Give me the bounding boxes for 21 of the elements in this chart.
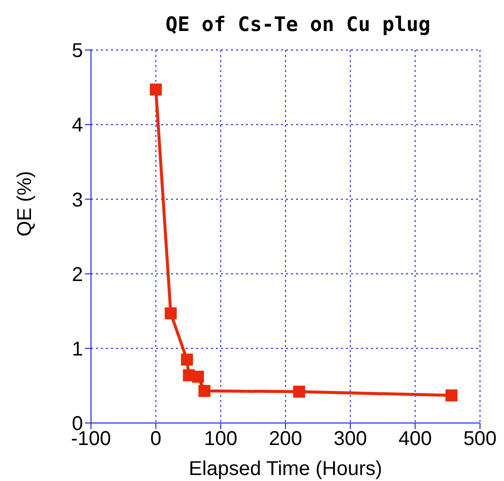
y-tick-label: 5 bbox=[72, 40, 83, 62]
y-tick-label: 4 bbox=[72, 114, 83, 137]
point bbox=[198, 384, 210, 397]
point bbox=[445, 389, 458, 402]
x-tick-label: 400 bbox=[398, 428, 432, 450]
y-axis-title: QE (%) bbox=[14, 170, 36, 236]
x-axis-title: Elapsed Time (Hours) bbox=[188, 458, 382, 480]
point bbox=[293, 386, 306, 398]
x-tick-label: 0 bbox=[150, 428, 162, 450]
chart-title: QE of Cs-Te on Cu plug bbox=[164, 12, 432, 36]
point bbox=[180, 354, 193, 366]
y-tick-label: 2 bbox=[72, 264, 83, 286]
point bbox=[150, 84, 162, 96]
point bbox=[192, 370, 204, 383]
point bbox=[164, 307, 177, 320]
x-tick-label: 300 bbox=[334, 428, 368, 450]
x-tick-label: 500 bbox=[463, 428, 497, 450]
x-tick-label: 100 bbox=[204, 428, 238, 450]
x-tick-label: 200 bbox=[268, 428, 302, 450]
y-tick-label: 1 bbox=[72, 338, 83, 360]
y-tick-label: 3 bbox=[72, 189, 83, 212]
